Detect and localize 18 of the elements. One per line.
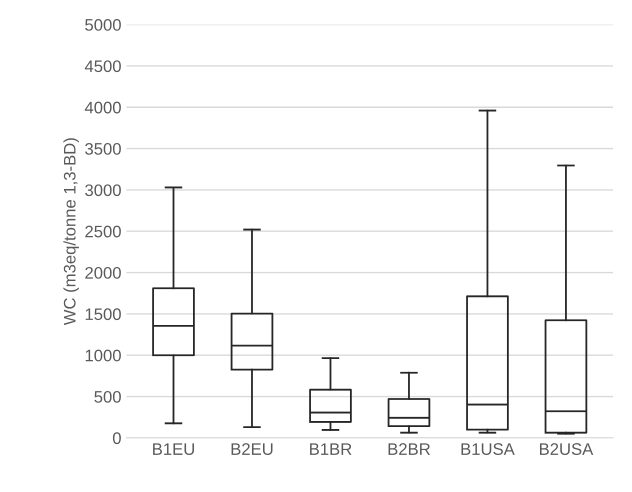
y-tick-label: 1000 — [86, 350, 121, 362]
y-tick-label: 3500 — [85, 142, 121, 155]
x-tick-label: B2BR — [388, 443, 430, 455]
y-tick-label: 2500 — [85, 226, 121, 238]
x-tick-label: B2USA — [540, 443, 594, 455]
y-tick-label: 5000 — [85, 19, 121, 31]
y-tick-label: 0 — [112, 432, 121, 444]
x-tick-label: B1EU — [153, 443, 194, 455]
y-tick-label: 2000 — [85, 266, 121, 279]
x-tick-label: B1BR — [310, 443, 352, 455]
y-axis-title: WC (m3eq/tonne 1,3-BD) — [63, 138, 79, 326]
y-tick-label: 500 — [94, 390, 121, 403]
y-tick-label: 4500 — [84, 60, 121, 72]
y-tick-label: 3000 — [85, 184, 121, 196]
x-tick-label: B2EU — [232, 443, 272, 455]
y-tick-label: 4000 — [84, 102, 121, 114]
y-tick-label: 1500 — [86, 308, 121, 320]
x-tick-label: B1USA — [461, 443, 515, 455]
